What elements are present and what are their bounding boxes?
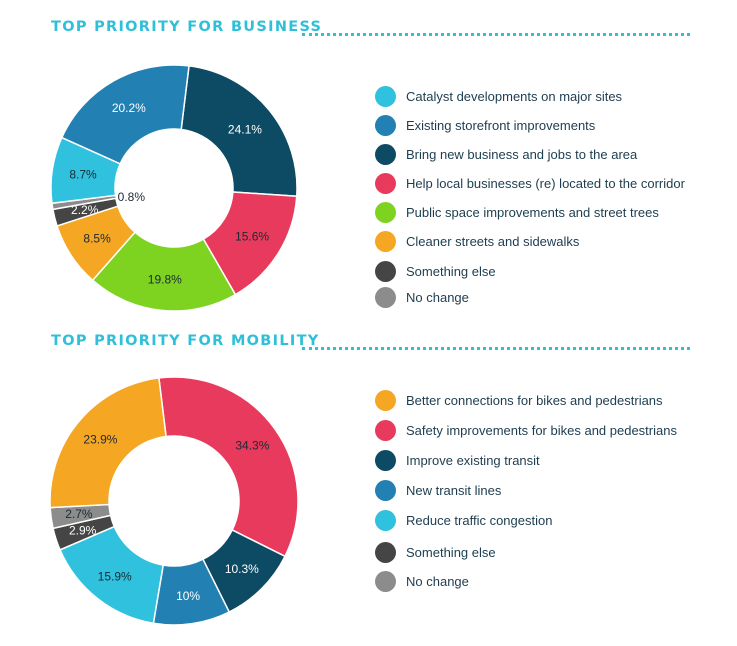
slice-label-better-connections-for-bikes-and-pedestrians: 23.9% (83, 432, 117, 446)
slice-label-safety-improvements-for-bikes-and-pedestrians: 34.3% (235, 439, 269, 453)
legend-label: Help local businesses (re) located to th… (406, 176, 685, 191)
business-legend-item-no-change: No change (375, 287, 469, 308)
business-legend-item-catalyst-developments-on-major-sites: Catalyst developments on major sites (375, 86, 622, 107)
slice-label-existing-storefront-improvements: 20.2% (112, 101, 146, 115)
legend-label: Cleaner streets and sidewalks (406, 234, 580, 249)
legend-swatch (375, 261, 396, 282)
slice-label-something-else: 2.9% (69, 524, 97, 538)
slice-label-something-else: 2.2% (71, 203, 99, 217)
legend-label: Catalyst developments on major sites (406, 89, 623, 104)
business-chart-title: TOP PRIORITY FOR BUSINESS (51, 19, 323, 35)
slice-label-no-change: 0.8% (118, 190, 146, 204)
slice-label-bring-new-business-and-jobs-to-the-area: 24.1% (228, 122, 262, 136)
legend-swatch (375, 420, 396, 441)
mobility-legend-item-improve-existing-transit: Improve existing transit (375, 450, 540, 471)
legend-label: Something else (406, 545, 496, 560)
mobility-donut-chart: 34.3% 10.3% 10% 15.9% 2.9% 2.7% 23.9% (49, 376, 299, 626)
business-donut-chart: 24.1% 15.6% 19.8% 8.5% 2.2% 0.8% 8.7% 20.2% (50, 64, 298, 312)
slice-label-cleaner-streets-and-sidewalks: 8.5% (83, 231, 111, 245)
slice-safety-improvements-for-bikes-and-pedestrians (158, 376, 299, 558)
legend-swatch (375, 542, 396, 563)
slice-label-help-local-businesses-located-to-the-corridor: 15.6% (235, 230, 269, 244)
business-legend-item-cleaner-streets-and-sidewalks: Cleaner streets and sidewalks (375, 231, 579, 252)
mobility-legend: Better connections for bikes and pedestr… (375, 390, 715, 595)
slice-existing-storefront-improvements (60, 64, 190, 165)
legend-swatch (375, 480, 396, 501)
legend-swatch (375, 390, 396, 411)
mobility-legend-item-something-else: Something else (375, 542, 496, 563)
legend-swatch (375, 571, 396, 592)
legend-label: Better connections for bikes and pedestr… (406, 393, 663, 408)
legend-swatch (375, 510, 396, 531)
slice-better-connections-for-bikes-and-pedestrians (49, 377, 167, 509)
legend-swatch (375, 173, 396, 194)
legend-label: No change (406, 574, 469, 589)
business-legend-item-something-else: Something else (375, 261, 496, 282)
legend-label: Bring new business and jobs to the area (406, 147, 638, 162)
business-legend-item-existing-storefront-improvements: Existing storefront improvements (375, 115, 595, 136)
slice-label-catalyst-developments-on-major-sites: 8.7% (69, 167, 97, 181)
business-legend-item-bring-new-business-and-jobs-to-the-area: Bring new business and jobs to the area (375, 144, 637, 165)
legend-swatch (375, 231, 396, 252)
mobility-legend-item-reduce-traffic-congestion: Reduce traffic congestion (375, 510, 552, 531)
mobility-legend-item-new-transit-lines: New transit lines (375, 480, 501, 501)
mobility-legend-item-better-connections-for-bikes-and-pedestrians: Better connections for bikes and pedestr… (375, 390, 663, 411)
slice-label-public-space-improvements-and-street-trees: 19.8% (148, 273, 182, 287)
slice-label-reduce-traffic-congestion: 15.9% (98, 569, 132, 583)
legend-swatch (375, 202, 396, 223)
slice-label-improve-existing-transit: 10.3% (225, 562, 259, 576)
legend-label: Improve existing transit (406, 453, 540, 468)
legend-label: No change (406, 290, 469, 305)
business-legend: Catalyst developments on major sites Exis… (375, 86, 705, 311)
business-title-divider (302, 33, 690, 36)
mobility-legend-item-no-change: No change (375, 571, 469, 592)
legend-label: Something else (406, 264, 496, 279)
legend-label: Reduce traffic congestion (406, 513, 553, 528)
legend-swatch (375, 144, 396, 165)
slice-label-no-change: 2.7% (65, 507, 93, 521)
legend-label: New transit lines (406, 483, 502, 498)
mobility-title-divider (302, 347, 690, 350)
legend-label: Safety improvements for bikes and pedest… (406, 423, 677, 438)
business-legend-item-help-local-businesses-located-to-the-corridor: Help local businesses (re) located to th… (375, 173, 685, 194)
slice-label-new-transit-lines: 10% (176, 589, 200, 603)
slice-bring-new-business-and-jobs-to-the-area (180, 65, 298, 198)
legend-swatch (375, 86, 396, 107)
legend-swatch (375, 450, 396, 471)
mobility-chart-title: TOP PRIORITY FOR MOBILITY (51, 333, 320, 349)
legend-swatch (375, 115, 396, 136)
legend-label: Public space improvements and street tre… (406, 205, 659, 220)
business-legend-item-public-space-improvements-and-street-trees: Public space improvements and street tre… (375, 202, 659, 223)
legend-swatch (375, 287, 396, 308)
slice-public-space-improvements-and-street-trees (91, 231, 237, 312)
mobility-legend-item-safety-improvements-for-bikes-and-pedestrians: Safety improvements for bikes and pedest… (375, 420, 677, 441)
legend-label: Existing storefront improvements (406, 118, 596, 133)
